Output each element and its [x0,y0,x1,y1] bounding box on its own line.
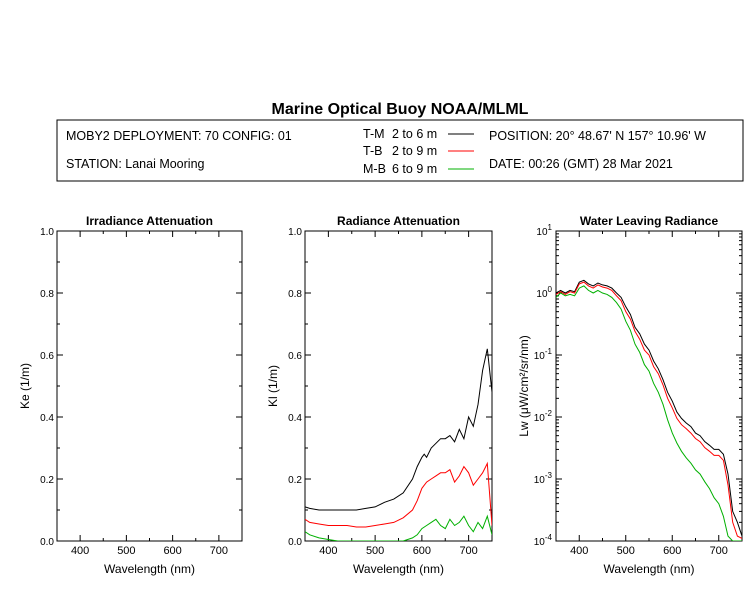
charts: Irradiance Attenuation 400 500 600 700 0.0 0.2… [18,214,743,576]
y-tick-label: 0.8 [40,289,54,300]
legend: T-M 2 to 6 m T-B 2 to 9 m M-B 6 to 9 m [363,127,474,176]
x-tick-label: 600 [663,545,681,557]
y-tick-label: 10-3 [534,471,553,486]
x-axis-label: Wavelength (nm) [353,562,444,576]
x-tick-label: 700 [210,545,228,557]
x-axis-label: Wavelength (nm) [104,562,195,576]
y-tick-label: 10-2 [534,409,553,424]
y-tick-label: 1.0 [288,227,302,238]
x-tick-label: 400 [71,545,89,557]
legend-range: 2 to 6 m [392,127,437,141]
plot-frame [304,230,493,542]
legend-code: T-M [363,127,385,141]
position-text: POSITION: 20° 48.67' N 157° 10.96' W [489,129,706,143]
y-tick-label: 0.0 [40,537,54,548]
x-tick-label: 500 [617,545,635,557]
chart-title: Irradiance Attenuation [86,214,213,228]
legend-code: T-B [363,144,382,158]
station-text: STATION: Lanai Mooring [66,157,205,171]
x-tick-label: 700 [459,545,477,557]
y-axis-label: Kl (1/m) [266,365,280,407]
page-title: Marine Optical Buoy NOAA/MLML [272,101,529,118]
y-tick-label: 1.0 [40,227,54,238]
x-tick-label: 500 [117,545,135,557]
deployment-text: MOBY2 DEPLOYMENT: 70 CONFIG: 01 [66,129,292,143]
y-tick-label: 100 [536,285,552,300]
legend-range: 6 to 9 m [392,162,437,176]
y-tick-label: 0.0 [288,537,302,548]
x-axis-label: Wavelength (nm) [604,562,695,576]
legend-range: 2 to 9 m [392,144,437,158]
x-tick-label: 400 [570,545,588,557]
series-line-t-b [305,461,492,528]
x-tick-label: 700 [710,545,728,557]
y-tick-label: 0.2 [288,475,302,486]
series-line-t-m [305,348,492,511]
series-line-m-b [556,285,742,541]
x-tick-label: 400 [319,545,337,557]
y-tick-label: 101 [536,223,552,238]
series-line-t-m [556,279,742,537]
legend-code: M-B [363,162,386,176]
date-text: DATE: 00:26 (GMT) 28 Mar 2021 [489,157,673,171]
plot-frame [56,230,243,542]
y-tick-label: 0.4 [40,413,54,424]
x-tick-label: 600 [413,545,431,557]
y-tick-label: 0.6 [288,351,302,362]
chart-panel: Water Leaving Radiance 400 500 600 700 101 100… [517,214,743,576]
info-box [56,119,744,182]
y-tick-label: 0.8 [288,289,302,300]
series-line-m-b [305,514,492,541]
chart-title: Radiance Attenuation [337,214,460,228]
series-line-t-b [556,281,742,539]
y-tick-label: 10-1 [534,347,553,362]
y-axis-label: Lw (μW/cm²/sr/nm) [517,335,531,437]
y-tick-label: 0.6 [40,351,54,362]
y-tick-label: 0.2 [40,475,54,486]
chart-panel: Irradiance Attenuation 400 500 600 700 0.0 0.2… [18,214,243,576]
y-tick-label: 10-4 [534,533,553,548]
x-tick-label: 500 [366,545,384,557]
chart-panel: Radiance Attenuation 400 500 600 700 0.0 0.2 0.… [266,214,493,576]
y-tick-label: 0.4 [288,413,302,424]
chart-title: Water Leaving Radiance [580,214,719,228]
plot-frame [555,230,743,542]
x-tick-label: 600 [163,545,181,557]
y-axis-label: Ke (1/m) [18,363,32,409]
